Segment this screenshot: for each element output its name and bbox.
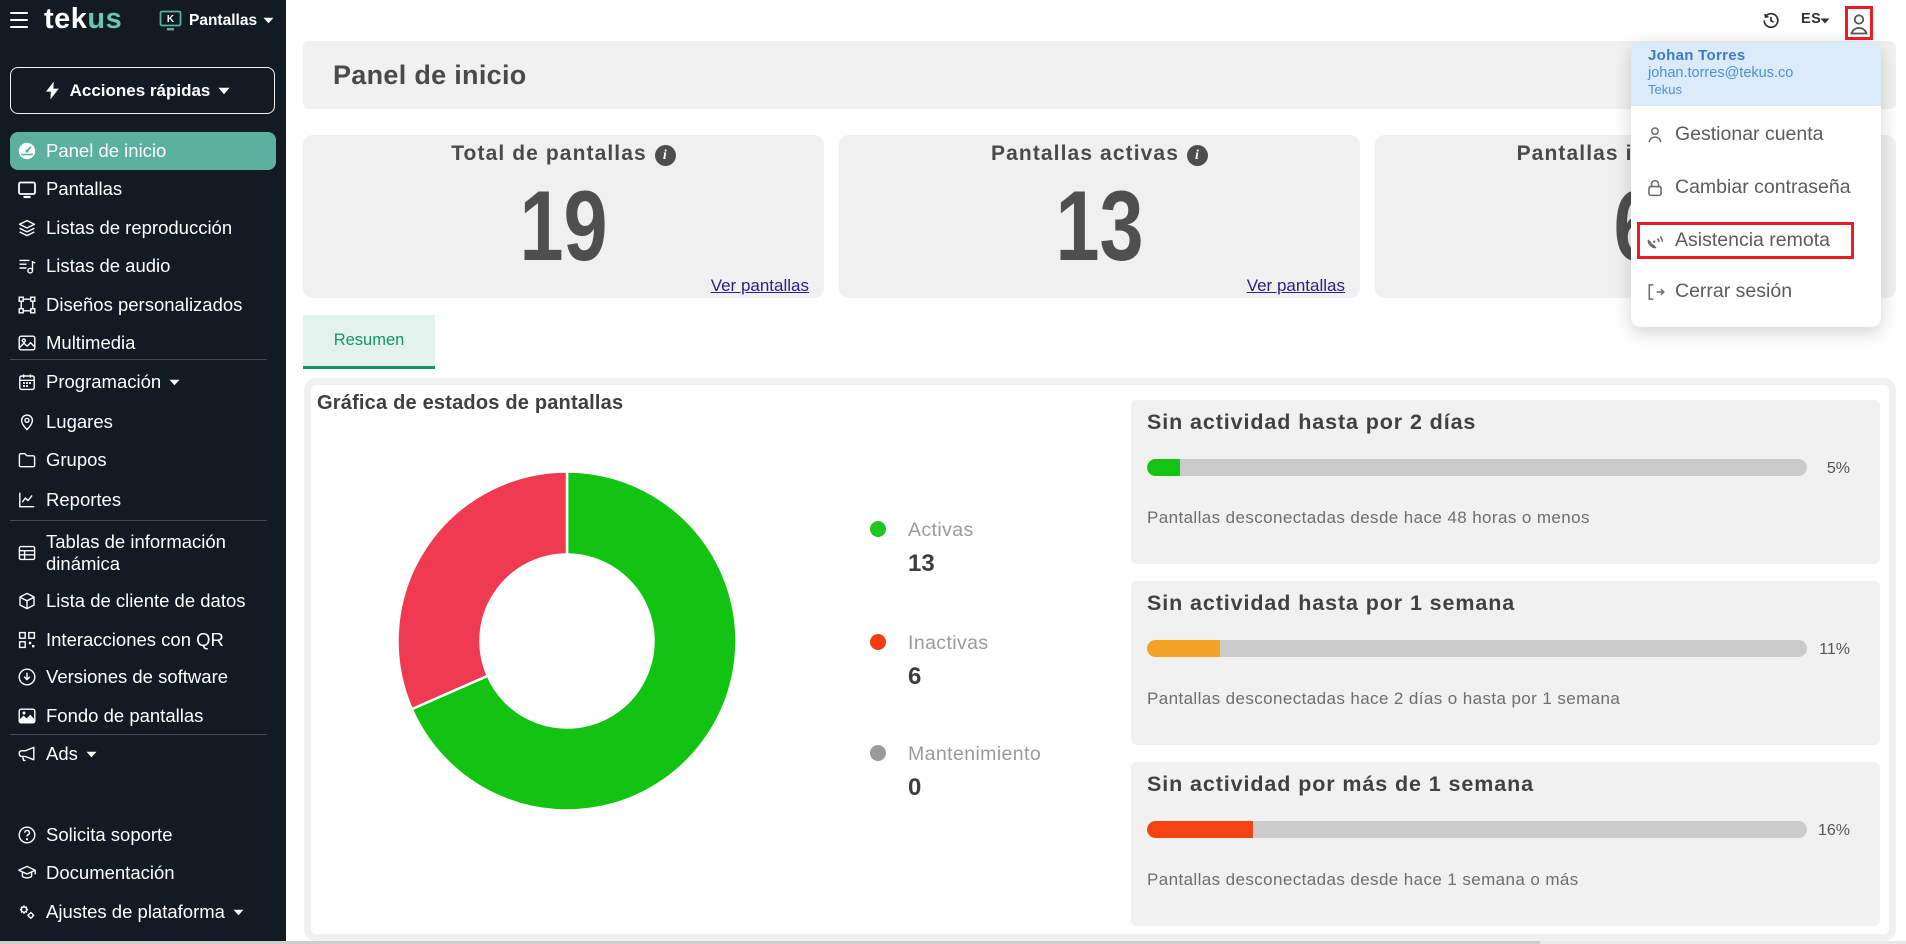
svg-text:K: K	[167, 14, 175, 25]
